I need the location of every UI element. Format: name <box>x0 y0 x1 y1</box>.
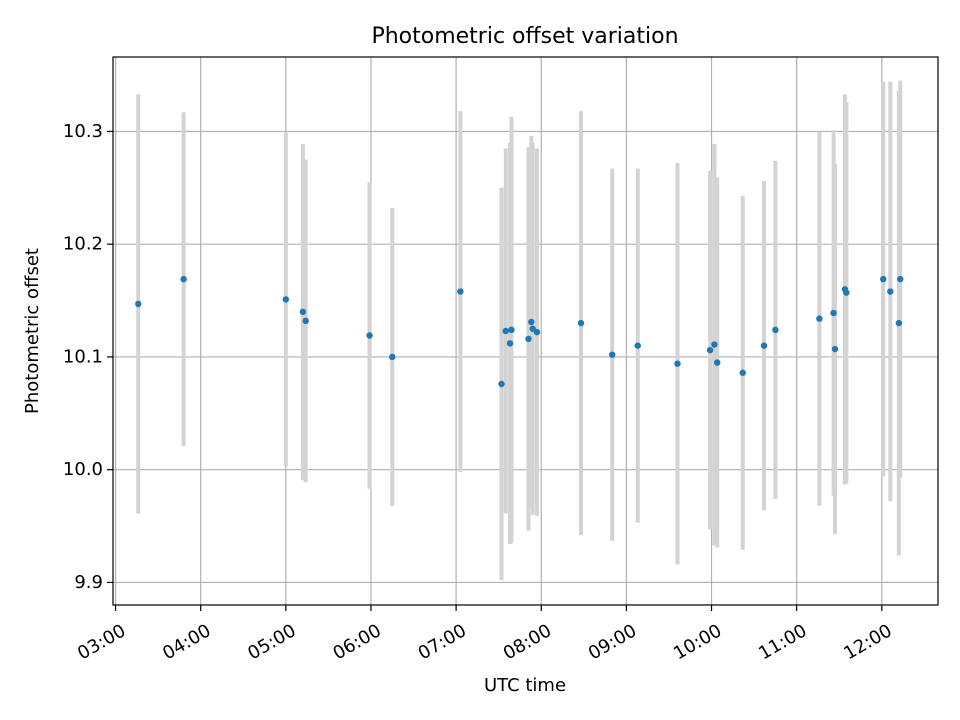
x-tick-label: 04:00 <box>159 620 214 664</box>
x-tick-label: 09:00 <box>585 620 640 664</box>
x-tick-label: 06:00 <box>329 620 384 664</box>
data-point <box>706 346 714 354</box>
data-point <box>506 340 514 347</box>
x-axis: 03:00 04:00 05:00 06:00 07:00 08:00 09:00 10:00… <box>74 605 896 664</box>
data-point <box>525 335 532 343</box>
x-tick-label: 07:00 <box>415 620 470 664</box>
data-point <box>739 369 746 376</box>
data-point <box>830 309 837 317</box>
data-point <box>457 288 464 295</box>
data-point <box>302 317 309 325</box>
data-point <box>831 345 839 353</box>
y-tick-label: 10.0 <box>63 459 103 480</box>
plot-area <box>113 57 938 605</box>
data-point <box>711 341 718 348</box>
y-axis-label: Photometric offset <box>22 248 43 414</box>
data-point <box>502 327 509 335</box>
x-axis-label: UTC time <box>484 675 566 696</box>
chart-title: Photometric offset variation <box>371 24 678 49</box>
x-tick-label: 11:00 <box>755 620 810 664</box>
x-tick-label: 12:00 <box>840 620 895 664</box>
y-axis: 9.9 10.0 10.1 10.2 10.3 <box>63 121 113 593</box>
x-tick-label: 05:00 <box>244 620 299 664</box>
data-point <box>135 300 142 308</box>
x-tick-label: 10:00 <box>670 620 725 664</box>
data-points <box>135 275 904 388</box>
y-tick-label: 10.2 <box>63 234 103 255</box>
data-point <box>895 319 903 327</box>
data-point <box>880 275 887 283</box>
data-point <box>498 380 505 388</box>
data-point <box>366 332 373 339</box>
data-point <box>528 318 535 326</box>
data-point <box>714 359 721 366</box>
data-point <box>816 315 823 322</box>
data-point <box>887 288 894 295</box>
plot-frame <box>112 56 939 606</box>
y-tick-label: 10.3 <box>63 121 103 142</box>
data-point <box>843 289 850 296</box>
data-point <box>772 326 779 334</box>
data-point <box>508 326 515 334</box>
y-tick-label: 10.1 <box>63 346 103 367</box>
data-point <box>897 275 904 283</box>
y-tick-label: 9.9 <box>74 572 103 593</box>
data-point <box>674 360 681 367</box>
data-point <box>389 353 396 361</box>
data-point <box>282 296 290 303</box>
data-point <box>299 308 307 316</box>
x-tick-label: 08:00 <box>500 620 555 664</box>
x-tick-label: 03:00 <box>74 620 129 664</box>
grid <box>113 57 938 605</box>
data-point <box>180 275 187 283</box>
data-point <box>577 319 585 327</box>
data-point <box>634 342 641 349</box>
data-point <box>609 351 616 358</box>
data-point <box>533 328 541 336</box>
data-point <box>760 342 768 349</box>
